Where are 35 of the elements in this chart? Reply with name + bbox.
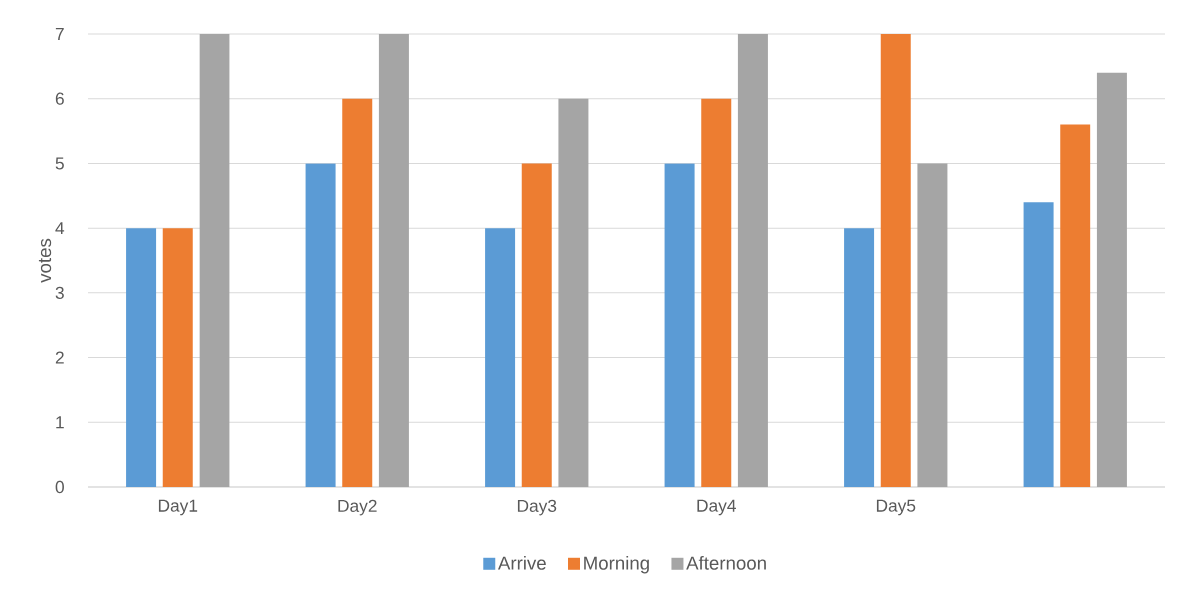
x-tick-label: Day5 bbox=[876, 499, 916, 516]
y-tick-label: 2 bbox=[55, 351, 64, 364]
bar bbox=[701, 98, 732, 487]
bar bbox=[521, 163, 552, 487]
bar bbox=[1096, 72, 1127, 487]
bar bbox=[558, 98, 589, 487]
x-tick-label: Day2 bbox=[338, 499, 377, 516]
y-tick-label: 3 bbox=[55, 286, 64, 299]
bar bbox=[126, 228, 157, 487]
bar bbox=[342, 98, 373, 487]
bar bbox=[880, 34, 911, 487]
y-tick-label: 1 bbox=[56, 416, 64, 429]
x-tick-label: Day1 bbox=[158, 499, 198, 516]
bar bbox=[664, 163, 695, 487]
bar bbox=[378, 34, 409, 487]
y-axis-title: votes bbox=[38, 238, 52, 283]
y-tick-label: 4 bbox=[55, 222, 65, 235]
bar bbox=[1060, 124, 1091, 487]
y-tick-label: 6 bbox=[55, 92, 64, 105]
bar bbox=[199, 34, 230, 487]
x-tick-label: Day4 bbox=[697, 499, 736, 516]
legend-label: Afternoon bbox=[686, 556, 766, 570]
bar bbox=[917, 163, 948, 487]
legend-label: Arrive bbox=[497, 556, 546, 570]
y-tick-label: 5 bbox=[55, 157, 64, 170]
bar bbox=[737, 34, 768, 487]
y-tick-label: 0 bbox=[55, 480, 64, 494]
x-tick-label: Day3 bbox=[517, 499, 557, 516]
legend-label: Morning bbox=[584, 556, 649, 574]
y-tick-label: 7 bbox=[55, 28, 64, 40]
bar bbox=[485, 228, 516, 487]
bar bbox=[844, 228, 875, 487]
bar bbox=[162, 228, 193, 487]
bar bbox=[305, 163, 336, 487]
bar bbox=[1023, 202, 1054, 487]
